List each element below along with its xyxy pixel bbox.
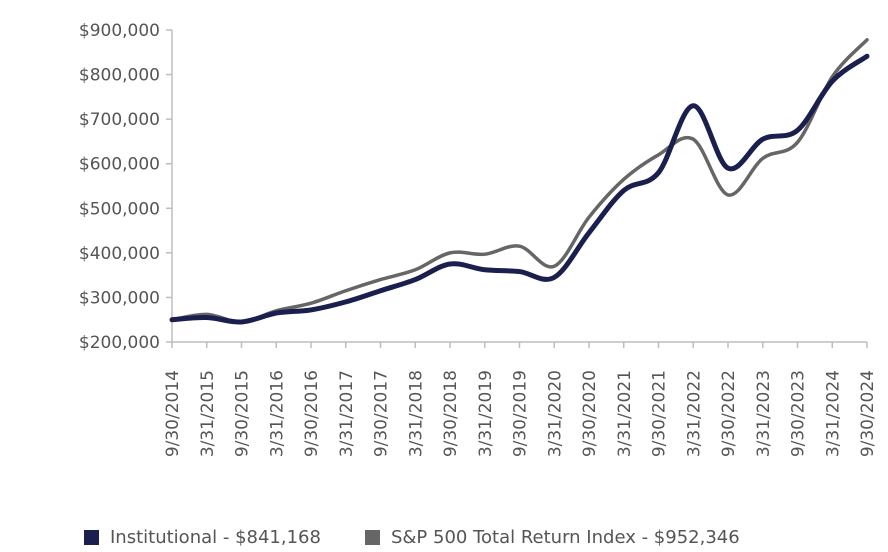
x-tick-label: 9/30/2021 — [650, 370, 670, 457]
x-tick-label: 9/30/2014 — [163, 370, 183, 457]
y-tick-label: $700,000 — [79, 110, 160, 130]
legend-swatch-sp500 — [364, 529, 380, 545]
legend-item-sp500: S&P 500 Total Return Index - $952,346 — [364, 526, 740, 548]
x-tick-label: 3/31/2021 — [615, 370, 635, 457]
series-line-institutional — [169, 53, 870, 325]
y-tick-label: $500,000 — [79, 199, 160, 219]
x-tick-label: 3/31/2024 — [823, 370, 843, 457]
y-tick-label: $900,000 — [79, 21, 160, 41]
x-tick-label: 3/31/2023 — [754, 370, 774, 457]
x-tick-label: 9/30/2020 — [580, 370, 600, 457]
x-tick-label: 3/31/2019 — [476, 370, 496, 457]
legend-swatch-institutional — [84, 529, 99, 545]
y-tick-label: $800,000 — [79, 66, 160, 86]
x-tick-label: 9/30/2016 — [302, 370, 322, 457]
x-tick-label: 3/31/2015 — [198, 370, 218, 457]
legend: Institutional - $841,168 S&P 500 Total R… — [84, 524, 784, 550]
legend-label-institutional: Institutional - $841,168 — [110, 526, 321, 548]
x-tick-label: 3/31/2022 — [684, 370, 704, 457]
x-tick-label: 9/30/2023 — [789, 370, 809, 457]
y-tick-label: $300,000 — [79, 288, 160, 308]
x-tick-label: 9/30/2024 — [858, 370, 878, 457]
series-line-sp500 — [170, 38, 869, 324]
legend-item-institutional: Institutional - $841,168 — [84, 527, 321, 548]
x-tick-label: 9/30/2015 — [233, 370, 253, 457]
x-tick-label: 3/31/2016 — [267, 370, 287, 457]
y-tick-label: $400,000 — [79, 244, 160, 264]
x-tick-label: 3/31/2018 — [406, 370, 426, 457]
x-tick-label: 3/31/2017 — [337, 370, 357, 457]
y-tick-label: $200,000 — [79, 333, 160, 353]
x-tick-label: 3/31/2020 — [545, 370, 565, 457]
y-tick-label: $600,000 — [79, 155, 160, 175]
x-tick-label: 9/30/2017 — [372, 370, 392, 457]
x-tick-label: 9/30/2018 — [441, 370, 461, 457]
line-chart: $200,000 $300,000 $400,000 $500,000 $600,000… — [79, 21, 878, 457]
legend-label-sp500: S&P 500 Total Return Index - $952,346 — [390, 526, 740, 548]
x-tick-label: 9/30/2019 — [511, 370, 531, 457]
x-tick-label: 9/30/2022 — [719, 370, 739, 457]
